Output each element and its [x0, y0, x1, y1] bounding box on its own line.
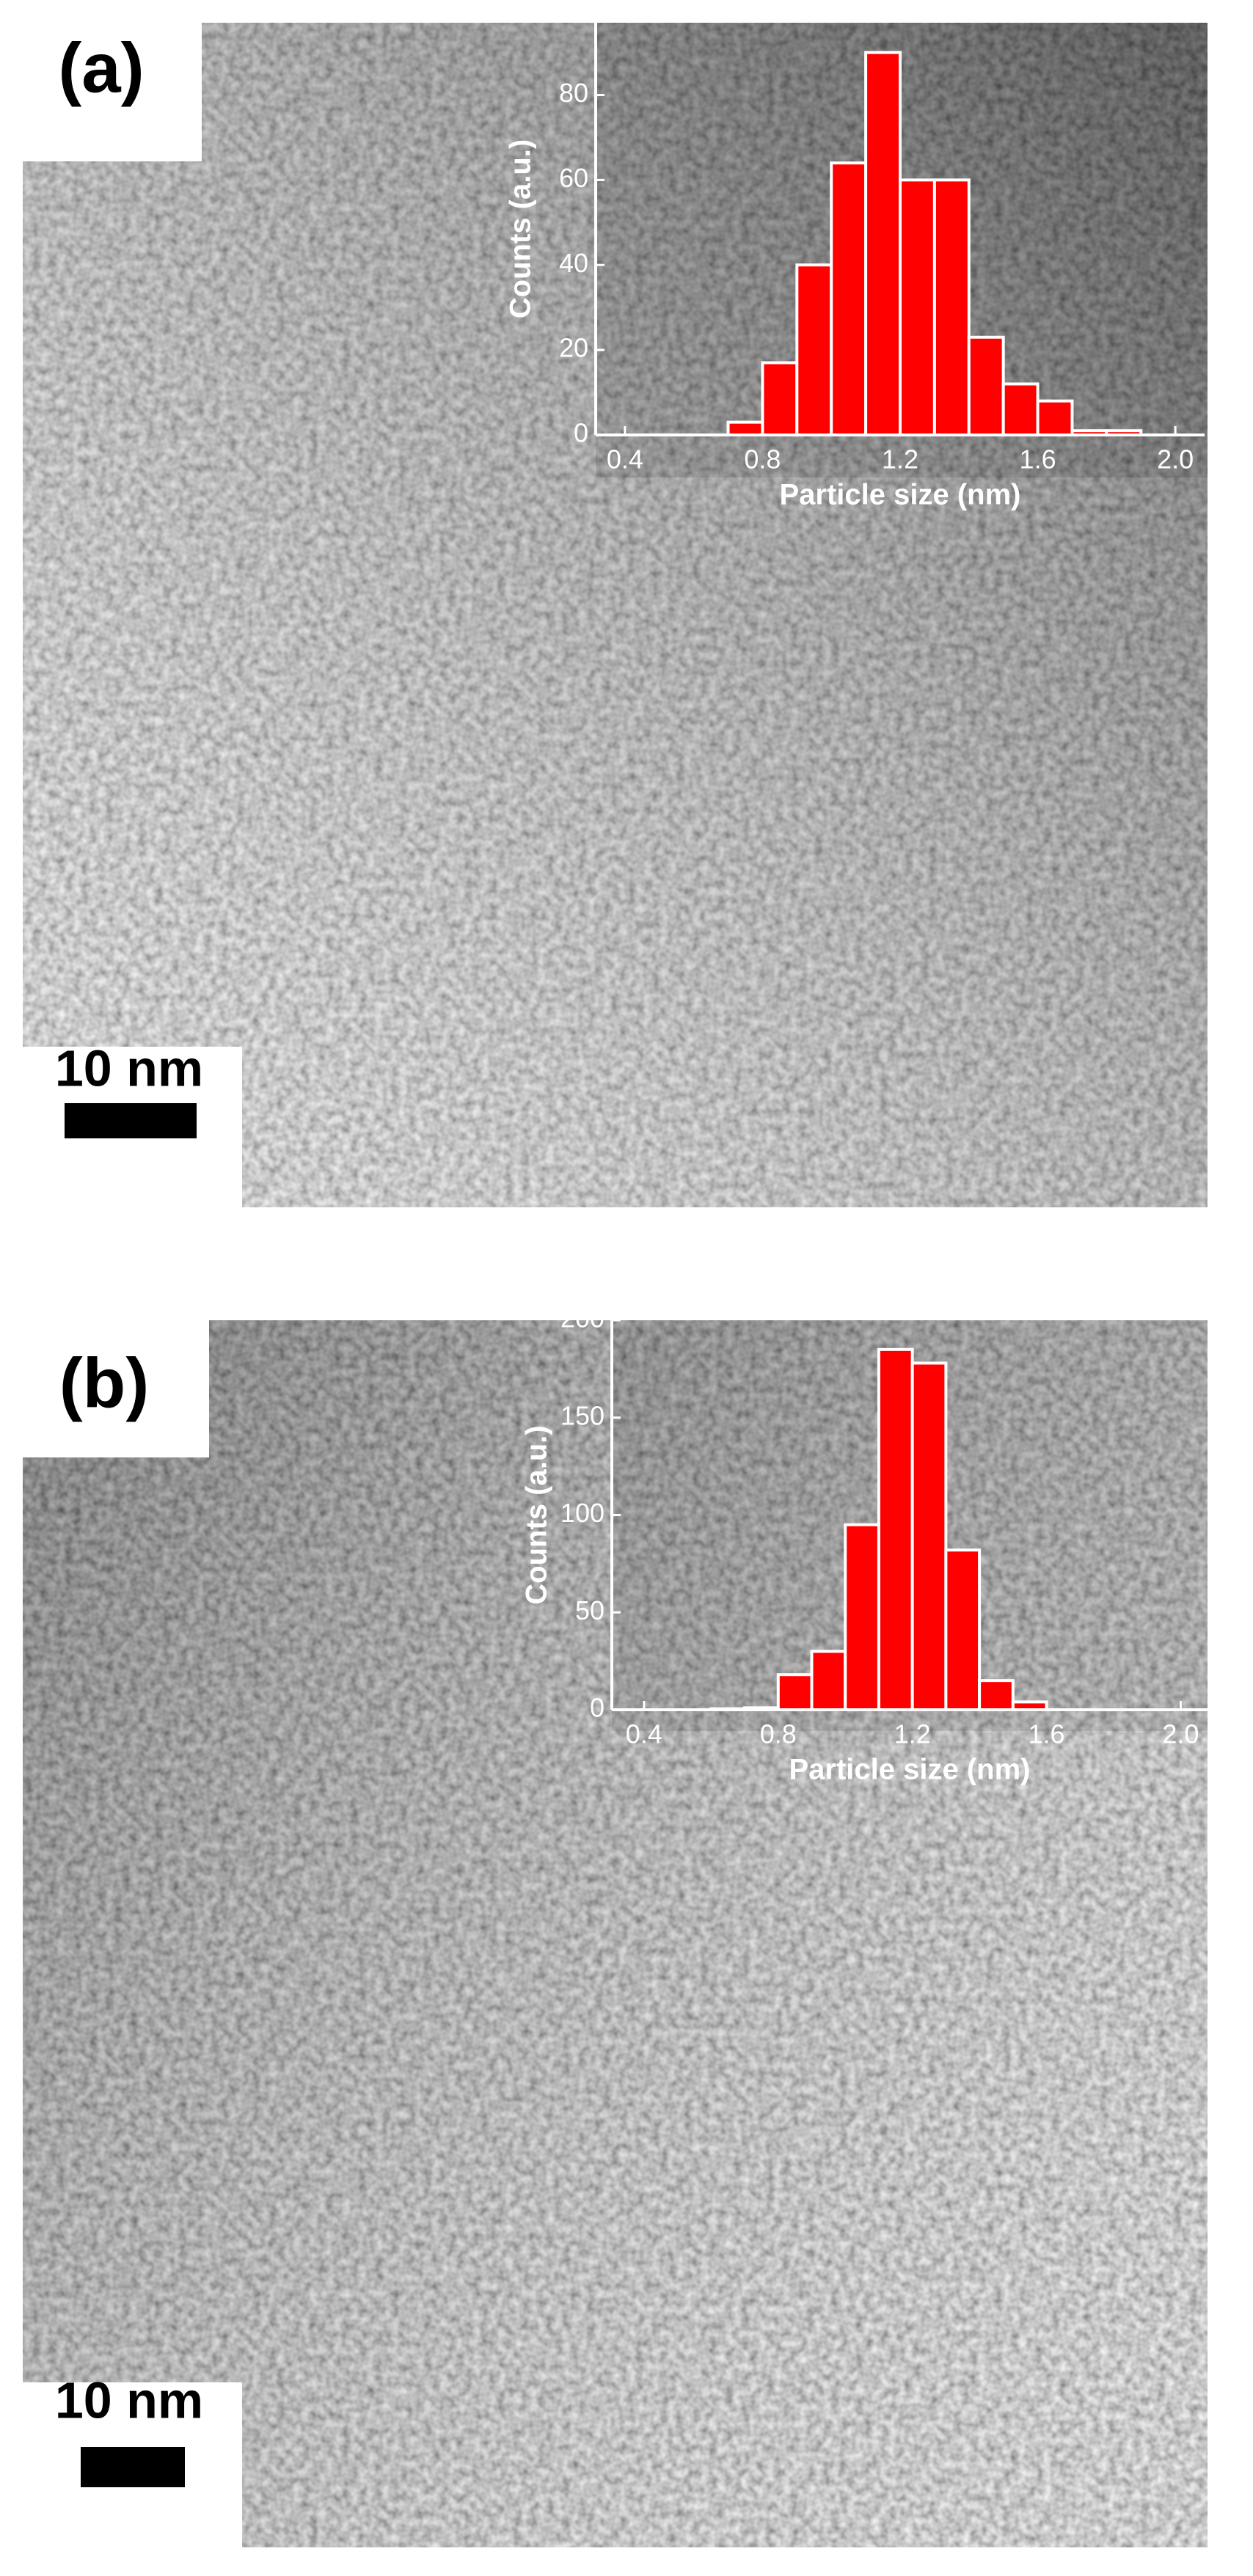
panel-label: (b): [59, 1344, 150, 1422]
y-tick-label: 20: [559, 333, 588, 363]
x-tick-label: 1.2: [882, 444, 918, 475]
x-tick-label: 1.6: [1029, 1719, 1065, 1749]
bar: [761, 361, 799, 436]
bar: [1036, 399, 1074, 436]
y-tick-label: 80: [559, 78, 588, 108]
y-tick-label: 100: [560, 1498, 604, 1528]
bar: [844, 1523, 880, 1711]
scale-label: 10 nm: [55, 2371, 203, 2429]
x-tick-label: 0.4: [626, 1719, 662, 1749]
bar: [830, 161, 868, 437]
bar: [910, 1361, 948, 1712]
y-tick-label: 60: [559, 163, 588, 193]
scale-label: 10 nm: [55, 1039, 203, 1097]
scale-bar: [81, 2447, 185, 2487]
y-tick-label: 50: [575, 1595, 604, 1625]
bar: [776, 1673, 814, 1711]
bar: [1001, 382, 1040, 437]
scale-bar: [65, 1103, 197, 1138]
bar: [967, 335, 1005, 437]
y-axis-label: Counts (a.u.): [505, 139, 537, 318]
x-tick-label: 0.8: [760, 1719, 797, 1749]
label-box: [0, 0, 202, 161]
bar: [795, 263, 833, 437]
y-tick-label: 200: [560, 1303, 604, 1333]
label-box: [0, 1320, 209, 1457]
y-tick-label: 40: [559, 248, 588, 278]
bar: [899, 178, 936, 437]
tem-image-b: [23, 1320, 1208, 2547]
bar: [864, 51, 902, 436]
bar: [726, 420, 764, 436]
x-tick-label: 2.0: [1162, 1719, 1199, 1749]
bar: [810, 1650, 847, 1712]
x-tick-label: 0.8: [744, 444, 781, 475]
y-tick-label: 0: [590, 1693, 604, 1723]
x-axis-label: Particle size (nm): [779, 479, 1020, 511]
y-tick-label: 0: [574, 418, 588, 448]
bar: [877, 1347, 914, 1711]
bar: [978, 1679, 1015, 1712]
y-tick-label: 150: [560, 1400, 604, 1430]
panel-label: (a): [58, 29, 144, 107]
x-tick-label: 2.0: [1157, 444, 1194, 475]
tem-image-a: [23, 23, 1208, 1207]
x-tick-label: 1.6: [1020, 444, 1056, 475]
x-tick-label: 1.2: [894, 1719, 931, 1749]
y-axis-label: Counts (a.u.): [521, 1425, 553, 1604]
bar: [932, 178, 971, 437]
x-axis-label: Particle size (nm): [789, 1754, 1030, 1786]
x-tick-label: 0.4: [607, 444, 643, 475]
bar: [944, 1548, 982, 1712]
